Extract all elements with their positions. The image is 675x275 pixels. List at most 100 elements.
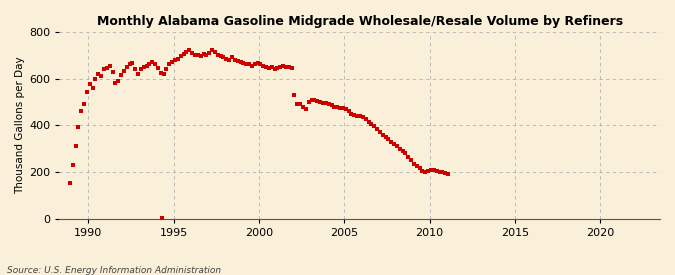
Point <box>437 170 448 175</box>
Point <box>272 66 283 70</box>
Point <box>303 100 314 104</box>
Point <box>269 67 280 71</box>
Point <box>366 122 377 126</box>
Point <box>113 78 124 83</box>
Point <box>349 112 360 117</box>
Point <box>434 170 445 174</box>
Point <box>230 57 240 62</box>
Point <box>306 97 317 102</box>
Point <box>93 72 104 76</box>
Point <box>354 114 365 118</box>
Point <box>70 144 81 148</box>
Point <box>68 162 78 167</box>
Point <box>369 124 379 129</box>
Point <box>184 48 195 53</box>
Point <box>147 60 158 64</box>
Point <box>252 61 263 65</box>
Point <box>181 50 192 54</box>
Point <box>141 64 152 68</box>
Title: Monthly Alabama Gasoline Midgrade Wholesale/Resale Volume by Refiners: Monthly Alabama Gasoline Midgrade Wholes… <box>97 15 623 28</box>
Point <box>190 53 200 57</box>
Point <box>426 167 437 172</box>
Point <box>124 62 135 67</box>
Point <box>65 181 76 186</box>
Point <box>192 53 203 57</box>
Point <box>238 61 248 65</box>
Point <box>255 62 266 67</box>
Point <box>429 168 439 172</box>
Point <box>443 172 454 176</box>
Point <box>227 55 238 60</box>
Point <box>84 82 95 86</box>
Point <box>241 62 252 67</box>
Point <box>157 216 167 220</box>
Point <box>372 126 383 131</box>
Point <box>176 54 186 59</box>
Point <box>346 111 357 116</box>
Point <box>335 106 346 110</box>
Point <box>207 48 217 53</box>
Point <box>380 135 391 139</box>
Point <box>352 114 362 118</box>
Point <box>246 64 257 68</box>
Point <box>292 102 303 106</box>
Point <box>195 54 206 59</box>
Point <box>286 66 297 70</box>
Point <box>138 65 149 69</box>
Point <box>76 109 86 114</box>
Point <box>392 144 402 148</box>
Point <box>340 107 351 111</box>
Point <box>150 62 161 67</box>
Point <box>221 56 232 61</box>
Point <box>281 65 292 69</box>
Point <box>127 61 138 65</box>
Point <box>398 149 408 153</box>
Point <box>386 139 397 144</box>
Point <box>423 169 433 173</box>
Point <box>258 64 269 68</box>
Point <box>161 67 172 71</box>
Point <box>99 67 109 71</box>
Point <box>403 155 414 159</box>
Point <box>363 120 374 124</box>
Point <box>144 62 155 67</box>
Point <box>326 103 337 108</box>
Point <box>414 166 425 171</box>
Point <box>90 76 101 81</box>
Point <box>212 53 223 57</box>
Point <box>115 73 126 77</box>
Point <box>82 90 92 94</box>
Point <box>223 57 234 62</box>
Point <box>73 124 84 129</box>
Point <box>360 117 371 122</box>
Point <box>357 115 368 119</box>
Point <box>173 56 184 61</box>
Point <box>383 137 394 141</box>
Text: Source: U.S. Energy Information Administration: Source: U.S. Energy Information Administ… <box>7 266 221 275</box>
Point <box>295 102 306 106</box>
Point <box>187 51 198 55</box>
Point <box>420 170 431 174</box>
Point <box>133 72 144 76</box>
Point <box>153 66 163 70</box>
Point <box>343 109 354 113</box>
Point <box>164 62 175 67</box>
Point <box>263 66 274 70</box>
Point <box>118 69 129 73</box>
Point <box>209 50 220 54</box>
Point <box>201 53 212 57</box>
Point <box>110 81 121 85</box>
Y-axis label: Thousand Gallons per Day: Thousand Gallons per Day <box>15 57 25 194</box>
Point <box>96 74 107 78</box>
Point <box>284 65 294 70</box>
Point <box>101 66 112 70</box>
Point <box>204 51 215 55</box>
Point <box>122 65 132 69</box>
Point <box>375 130 385 134</box>
Point <box>159 72 169 76</box>
Point <box>178 52 189 56</box>
Point <box>136 67 146 71</box>
Point <box>130 67 140 71</box>
Point <box>331 104 342 109</box>
Point <box>394 146 405 151</box>
